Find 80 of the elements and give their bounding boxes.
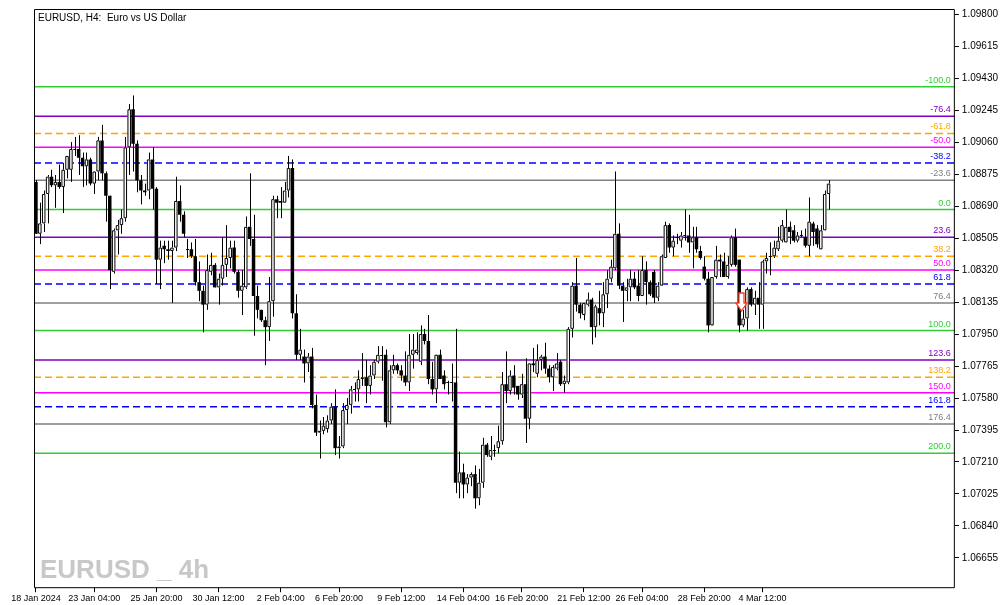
x-tick-label: 9 Feb 12:00	[377, 593, 426, 604]
candlestick	[407, 333, 411, 392]
y-tick-label: 1.06655	[961, 551, 999, 563]
y-tick-label: 1.07210	[961, 455, 999, 467]
x-tick-label: 6 Feb 20:00	[314, 593, 364, 604]
x-tick-label: 14 Feb 04:00	[436, 593, 490, 604]
x-tick-label: 25 Jan 20:00	[130, 593, 183, 604]
annotation: 61.8	[933, 271, 951, 282]
candlestick	[807, 196, 811, 257]
annotation: 0.0	[938, 197, 951, 208]
annotation: -61.8	[930, 121, 951, 132]
annotation: -38.2	[930, 150, 951, 161]
candlestick	[644, 260, 648, 306]
y-tick-label: 1.07395	[961, 423, 999, 435]
y-tick-label: 1.08505	[961, 231, 999, 243]
y-tick-label: 1.08875	[961, 167, 999, 179]
x-tick-label: 4 Mar 12:00	[738, 593, 787, 604]
candlestick	[512, 364, 516, 396]
candlestick	[76, 134, 81, 176]
candlestick	[96, 136, 100, 181]
y-tick-label: 1.09615	[961, 39, 999, 51]
candlestick	[352, 381, 357, 402]
y-tick-label: 1.07765	[961, 359, 999, 371]
y-tick-label: 1.08320	[961, 263, 999, 275]
y-tick-label: 1.08690	[961, 199, 999, 211]
x-tick-label: 26 Feb 04:00	[615, 593, 669, 604]
annotation: 100.0	[928, 318, 951, 329]
candlestick	[356, 369, 361, 402]
y-tick-label: 1.09245	[961, 103, 999, 115]
x-tick-label: 23 Jan 04:00	[68, 593, 121, 604]
candlestick	[624, 278, 629, 302]
annotation: 23.6	[933, 225, 951, 236]
candlestick	[445, 380, 450, 396]
candlestick	[69, 141, 73, 183]
annotation: -23.6	[930, 168, 951, 179]
candlestick	[166, 240, 170, 261]
candlestick	[535, 343, 539, 378]
x-tick-label: 30 Jan 12:00	[192, 593, 245, 604]
candlestick	[146, 152, 151, 200]
annotation: 123.6	[928, 347, 951, 358]
candlestick	[278, 186, 283, 219]
candlestick	[640, 255, 644, 297]
y-tick-label: 1.06840	[961, 519, 999, 531]
y-tick-label: 1.09060	[961, 135, 999, 147]
y-tick-label: 1.09430	[961, 71, 999, 83]
y-tick-label: 1.07580	[961, 391, 999, 403]
x-tick-label: 28 Feb 20:00	[677, 593, 731, 604]
x-tick-label: 16 Feb 20:00	[495, 593, 549, 604]
candlestick	[682, 209, 687, 242]
annotation: 176.4	[928, 411, 951, 422]
annotation: 161.8	[928, 394, 951, 405]
annotation: 38.2	[933, 244, 951, 255]
candlestick	[753, 290, 757, 316]
x-tick-label: 21 Feb 12:00	[557, 593, 611, 604]
y-tick-label: 1.07025	[961, 487, 999, 499]
annotation: 200.0	[928, 441, 951, 452]
y-tick-label: 1.08135	[961, 295, 999, 307]
annotation: 150.0	[928, 380, 951, 391]
candlestick	[760, 259, 765, 330]
candlestick	[714, 245, 718, 280]
annotation: 138.2	[928, 365, 951, 376]
x-tick-label: 2 Feb 04:00	[256, 593, 305, 604]
annotation: 76.4	[933, 290, 951, 301]
annotation: 50.0	[933, 258, 951, 269]
y-tick-label: 1.09800	[961, 7, 999, 19]
chart-title: EURUSD, H4: Euro vs US Dollar	[38, 11, 188, 23]
y-tick-label: 1.07950	[961, 327, 999, 339]
candlestick	[492, 444, 497, 458]
annotation: -76.4	[930, 104, 951, 115]
annotation: -100.0	[925, 74, 951, 85]
candlestick	[815, 224, 819, 249]
x-tick-label: 18 Jan 2024	[11, 593, 61, 604]
candlestick	[784, 209, 788, 243]
candlestick	[826, 179, 831, 211]
candlestick	[601, 281, 605, 328]
candlestick	[53, 174, 58, 209]
candlestick	[434, 354, 438, 404]
candlestick	[675, 233, 680, 245]
candlestick	[811, 221, 815, 247]
annotation: -50.0	[930, 135, 951, 146]
